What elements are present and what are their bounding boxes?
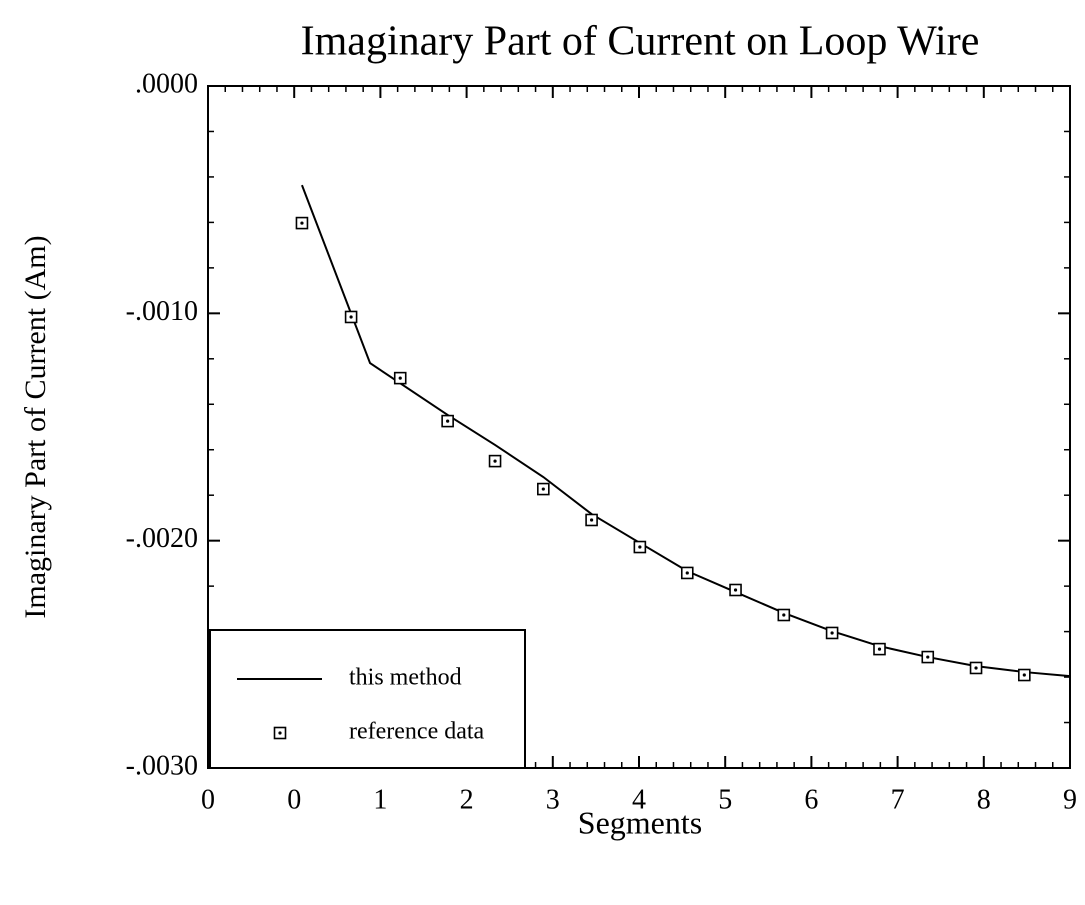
y-axis-label: Imaginary Part of Current (Am) bbox=[19, 235, 52, 618]
marker-dot bbox=[589, 518, 594, 522]
x-tick-label: 9 bbox=[1063, 784, 1077, 815]
marker bbox=[393, 371, 407, 385]
marker bbox=[585, 513, 598, 527]
legend-label: this method bbox=[349, 665, 462, 691]
x-tick-label: 2 bbox=[460, 784, 474, 815]
marker-dot bbox=[830, 631, 834, 635]
y-tick-label: .0000 bbox=[135, 68, 198, 99]
marker-dot bbox=[349, 315, 353, 319]
marker bbox=[777, 608, 791, 622]
marker bbox=[537, 482, 550, 496]
x-axis-label: Segments bbox=[578, 804, 702, 840]
marker bbox=[273, 726, 287, 740]
marker-dot bbox=[398, 376, 402, 380]
marker-dot bbox=[446, 419, 450, 423]
y-tick-label: -.0030 bbox=[126, 750, 198, 781]
marker-dot bbox=[493, 459, 497, 463]
marker bbox=[921, 650, 935, 664]
x-tick-label: 7 bbox=[891, 784, 905, 815]
marker-dot bbox=[685, 571, 689, 575]
marker bbox=[344, 310, 358, 324]
x-tick-label: 0 bbox=[201, 784, 215, 815]
x-tick-label: 3 bbox=[546, 784, 560, 815]
legend-label: reference data bbox=[349, 719, 485, 745]
y-tick-label: -.0020 bbox=[126, 523, 198, 554]
marker-dot bbox=[278, 731, 282, 735]
marker bbox=[488, 454, 502, 468]
marker-dot bbox=[926, 655, 930, 659]
marker-dot bbox=[974, 666, 978, 670]
marker bbox=[295, 216, 309, 230]
series-line bbox=[301, 184, 1071, 678]
marker bbox=[873, 642, 886, 656]
x-tick-label: 4 bbox=[632, 784, 646, 815]
marker bbox=[633, 540, 647, 554]
marker bbox=[441, 414, 454, 428]
marker bbox=[825, 626, 839, 640]
marker bbox=[729, 583, 742, 597]
marker-dot bbox=[1022, 673, 1026, 677]
marker-dot bbox=[782, 613, 786, 617]
y-tick-label: -.0010 bbox=[126, 296, 198, 327]
marker bbox=[1018, 668, 1031, 682]
marker bbox=[969, 661, 983, 675]
x-tick-label: 1 bbox=[373, 784, 387, 815]
chart-title: Imaginary Part of Current on Loop Wire bbox=[301, 19, 980, 65]
marker-dot bbox=[638, 545, 642, 549]
marker-dot bbox=[733, 588, 738, 592]
marker-dot bbox=[300, 221, 304, 225]
marker bbox=[680, 566, 694, 580]
x-tick-label: 0 bbox=[287, 784, 301, 815]
marker-dot bbox=[541, 487, 545, 491]
x-tick-label: 6 bbox=[804, 784, 818, 815]
marker-dot bbox=[877, 647, 882, 651]
legend-box bbox=[209, 629, 526, 769]
x-tick-label: 8 bbox=[977, 784, 991, 815]
x-tick-label: 5 bbox=[718, 784, 732, 815]
